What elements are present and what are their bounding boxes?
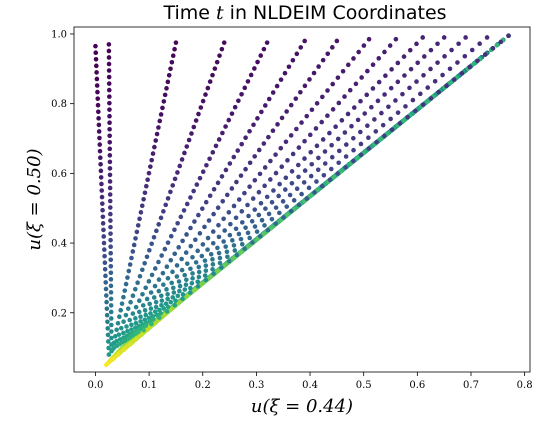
data-marks [93,33,511,368]
chart-title: Time t in NLDEIM Coordinates [162,2,446,24]
